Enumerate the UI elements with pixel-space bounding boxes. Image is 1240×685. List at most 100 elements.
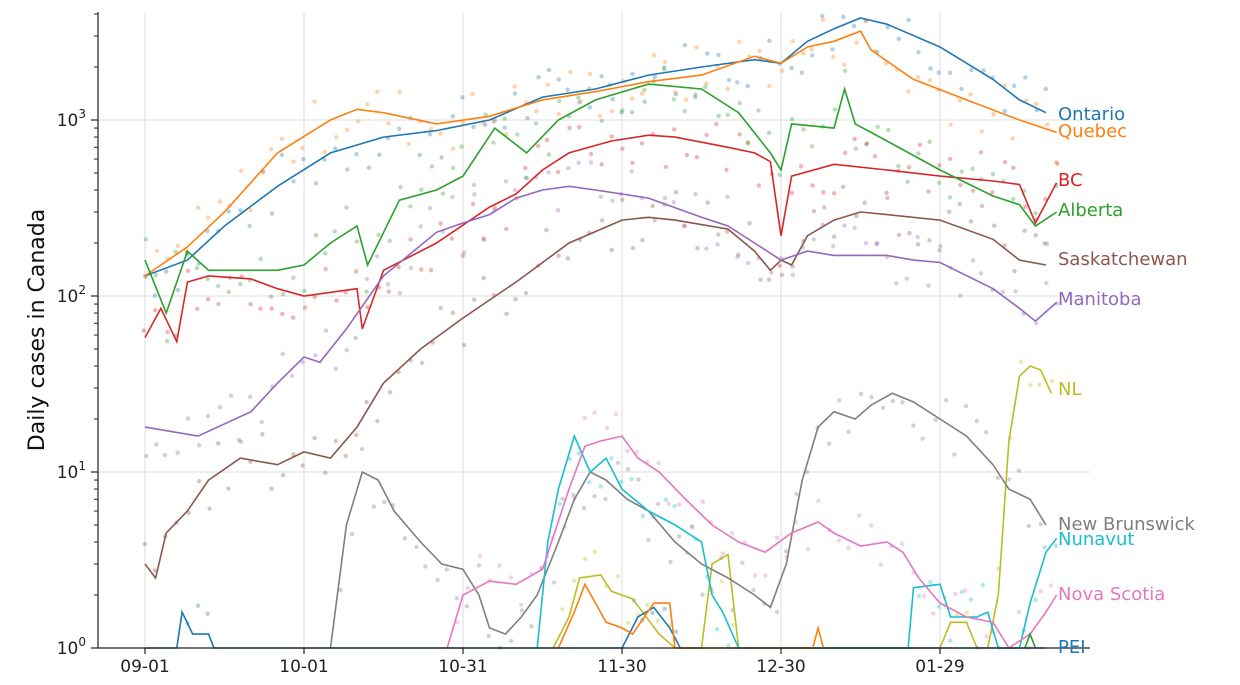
- data-point: [662, 195, 668, 201]
- data-point: [1016, 468, 1022, 473]
- data-point: [333, 438, 339, 444]
- data-point: [735, 254, 740, 260]
- data-point: [673, 89, 678, 95]
- series-line-saskatchewan: [144, 211, 1047, 580]
- y-axis-title: Daily cases in Canada: [25, 209, 50, 451]
- data-point: [1053, 543, 1059, 549]
- data-point: [353, 335, 358, 341]
- data-point: [555, 208, 561, 213]
- data-point: [783, 549, 789, 554]
- data-point: [334, 135, 339, 140]
- data-point: [1044, 241, 1050, 246]
- data-point: [486, 633, 491, 639]
- data-point: [599, 218, 605, 223]
- data-point: [1026, 523, 1031, 529]
- series-label-new-brunswick: New Brunswick: [1058, 514, 1196, 535]
- data-point: [217, 199, 223, 204]
- data-point: [599, 162, 604, 167]
- x-tick-label: 11-30: [597, 657, 646, 677]
- data-point: [1023, 75, 1028, 80]
- data-point: [302, 305, 308, 310]
- data-point: [1034, 320, 1039, 326]
- data-point: [450, 310, 456, 315]
- data-point: [406, 141, 412, 147]
- data-point: [597, 113, 603, 119]
- data-point: [777, 172, 783, 178]
- data-point: [472, 297, 477, 302]
- data-point: [481, 236, 486, 241]
- data-point: [931, 611, 936, 616]
- data-point: [1042, 241, 1047, 246]
- data-point: [629, 96, 635, 101]
- data-point: [1042, 545, 1048, 550]
- data-point: [195, 205, 201, 211]
- data-point: [620, 108, 625, 113]
- series-line-ontario: [144, 17, 1047, 277]
- data-point: [269, 306, 274, 311]
- data-point: [291, 159, 296, 164]
- data-point: [655, 618, 660, 624]
- data-point: [639, 91, 645, 96]
- data-point: [858, 391, 864, 396]
- data-point: [1044, 280, 1049, 286]
- data-point: [636, 477, 641, 482]
- data-point: [905, 179, 910, 185]
- data-point: [483, 122, 488, 128]
- data-point: [615, 460, 621, 466]
- data-point: [884, 190, 889, 195]
- data-point: [957, 201, 963, 207]
- data-point: [682, 223, 687, 228]
- data-point: [1055, 161, 1060, 166]
- data-point: [376, 232, 381, 238]
- data-point: [820, 17, 826, 22]
- data-point: [365, 102, 370, 107]
- data-point: [958, 293, 963, 298]
- data-point: [1011, 196, 1016, 202]
- data-point: [947, 70, 953, 75]
- data-point: [969, 67, 974, 73]
- data-point: [869, 523, 874, 528]
- data-point: [472, 192, 477, 197]
- data-point: [953, 591, 958, 596]
- tick-labels: 09-01 10-01 10-31 11-30 12-30 01-29 100 101 102 1…: [57, 107, 965, 677]
- data-point: [853, 146, 859, 151]
- data-point: [429, 164, 435, 169]
- data-point: [258, 256, 263, 261]
- data-point: [560, 607, 565, 612]
- data-point: [968, 219, 974, 224]
- data-point: [662, 606, 667, 612]
- data-point: [323, 251, 328, 256]
- data-point: [481, 237, 487, 242]
- data-point: [419, 267, 424, 272]
- series-label-nova-scotia: Nova Scotia: [1058, 584, 1165, 605]
- data-point: [429, 126, 434, 132]
- data-point: [682, 223, 687, 229]
- data-point: [525, 115, 530, 121]
- data-point: [581, 506, 587, 511]
- data-point: [557, 501, 562, 507]
- data-point: [642, 87, 647, 93]
- data-point: [290, 315, 296, 320]
- data-point: [625, 467, 631, 472]
- data-point: [737, 132, 742, 137]
- data-point: [226, 209, 231, 214]
- data-point: [959, 589, 965, 595]
- data-point: [1012, 268, 1017, 274]
- data-point: [827, 441, 832, 446]
- data-point: [705, 200, 710, 205]
- data-point: [470, 201, 476, 207]
- data-point: [794, 491, 799, 497]
- data-point: [165, 329, 170, 335]
- data-point: [333, 146, 338, 151]
- data-point: [523, 290, 529, 296]
- data-point: [831, 54, 836, 60]
- data-point: [634, 449, 640, 455]
- data-point: [957, 98, 962, 103]
- data-point: [334, 298, 339, 303]
- data-point: [544, 227, 549, 233]
- x-tick-label: 10-31: [438, 657, 487, 677]
- data-point: [798, 164, 804, 169]
- data-point: [625, 448, 630, 454]
- data-point: [195, 306, 200, 312]
- data-point: [763, 573, 768, 578]
